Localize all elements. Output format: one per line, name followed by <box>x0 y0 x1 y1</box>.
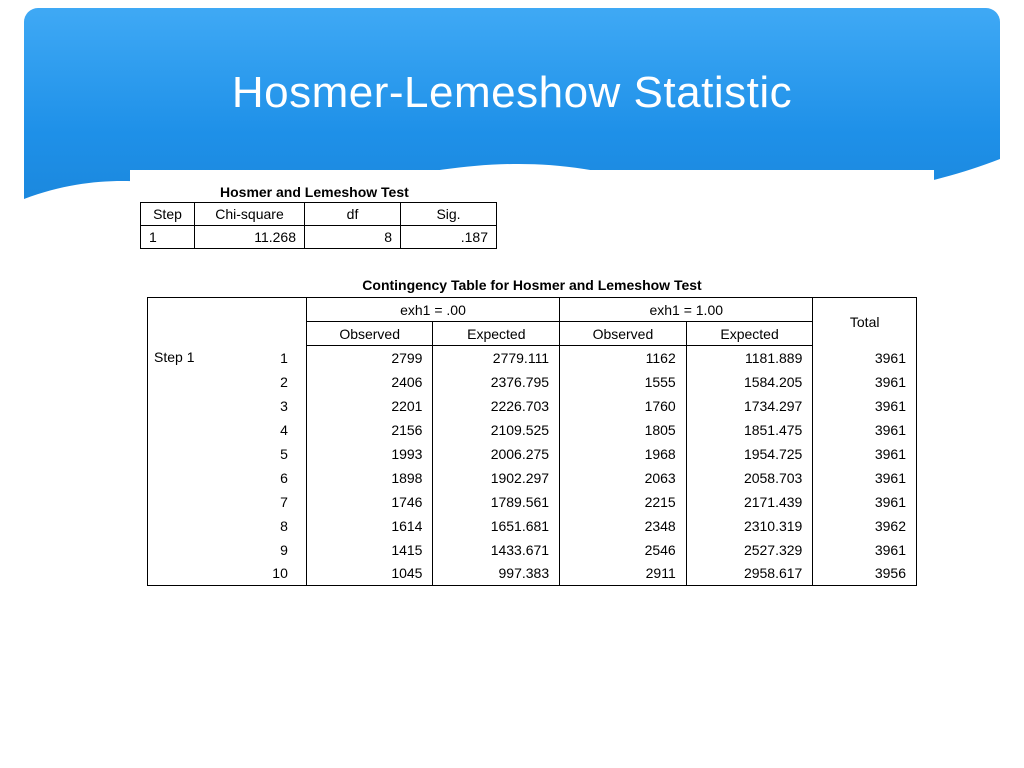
header-blank <box>148 298 307 346</box>
table-row: 618981902.29720632058.7033961 <box>148 466 917 490</box>
cell-expected-1: 1954.725 <box>686 442 813 466</box>
table-header-row: exh1 = .00 exh1 = 1.00 Total <box>148 298 917 322</box>
cell-total: 3961 <box>813 418 917 442</box>
cell-observed-1: 2215 <box>560 490 687 514</box>
cell-step: 1 <box>141 226 195 249</box>
cell-observed-0: 2201 <box>306 394 433 418</box>
cell-total: 3961 <box>813 466 917 490</box>
cell-total: 3956 <box>813 562 917 586</box>
header-observed-0: Observed <box>306 322 433 346</box>
cell-observed-1: 1162 <box>560 346 687 370</box>
cell-total: 3962 <box>813 514 917 538</box>
col-step: Step <box>141 203 195 226</box>
table-row: 914151433.67125462527.3293961 <box>148 538 917 562</box>
cell-observed-1: 1968 <box>560 442 687 466</box>
table-row: 1 11.268 8 .187 <box>141 226 497 249</box>
table-row: 717461789.56122152171.4393961 <box>148 490 917 514</box>
content-area: Hosmer and Lemeshow Test Step Chi-square… <box>130 170 934 586</box>
header-total: Total <box>813 298 917 346</box>
row-number: 8 <box>240 514 307 538</box>
slide: Hosmer-Lemeshow Statistic Hosmer and Lem… <box>0 0 1024 768</box>
row-number: 4 <box>240 418 307 442</box>
step-label: Step 1 <box>148 346 240 586</box>
row-number: 5 <box>240 442 307 466</box>
cell-expected-0: 2779.111 <box>433 346 560 370</box>
cell-observed-1: 1805 <box>560 418 687 442</box>
cell-expected-0: 997.383 <box>433 562 560 586</box>
cell-expected-0: 1789.561 <box>433 490 560 514</box>
header-group-0: exh1 = .00 <box>306 298 559 322</box>
cell-observed-0: 2156 <box>306 418 433 442</box>
table-row: 322012226.70317601734.2973961 <box>148 394 917 418</box>
cell-expected-0: 2109.525 <box>433 418 560 442</box>
cell-expected-1: 2171.439 <box>686 490 813 514</box>
slide-title: Hosmer-Lemeshow Statistic <box>24 68 1000 118</box>
cell-expected-1: 1734.297 <box>686 394 813 418</box>
cell-observed-0: 2799 <box>306 346 433 370</box>
header-observed-1: Observed <box>560 322 687 346</box>
col-df: df <box>305 203 401 226</box>
cell-sig: .187 <box>401 226 497 249</box>
table-header-row: Step Chi-square df Sig. <box>141 203 497 226</box>
cell-observed-0: 1993 <box>306 442 433 466</box>
cell-expected-1: 2310.319 <box>686 514 813 538</box>
cell-total: 3961 <box>813 442 917 466</box>
row-number: 9 <box>240 538 307 562</box>
row-number: 3 <box>240 394 307 418</box>
cell-expected-0: 1902.297 <box>433 466 560 490</box>
cell-expected-1: 2527.329 <box>686 538 813 562</box>
table-row: 224062376.79515551584.2053961 <box>148 370 917 394</box>
cell-observed-1: 2911 <box>560 562 687 586</box>
contingency-table: exh1 = .00 exh1 = 1.00 Total Observed Ex… <box>147 297 917 586</box>
cell-observed-1: 2063 <box>560 466 687 490</box>
cell-df: 8 <box>305 226 401 249</box>
table-row: Step 1127992779.11111621181.8893961 <box>148 346 917 370</box>
cell-chi-square: 11.268 <box>195 226 305 249</box>
table-row: 421562109.52518051851.4753961 <box>148 418 917 442</box>
cell-observed-1: 2546 <box>560 538 687 562</box>
hl-test-table: Step Chi-square df Sig. 1 11.268 8 .187 <box>140 202 497 249</box>
header-expected-0: Expected <box>433 322 560 346</box>
col-chi-square: Chi-square <box>195 203 305 226</box>
cell-expected-0: 2226.703 <box>433 394 560 418</box>
row-number: 10 <box>240 562 307 586</box>
cell-expected-0: 1433.671 <box>433 538 560 562</box>
cell-observed-1: 1555 <box>560 370 687 394</box>
row-number: 7 <box>240 490 307 514</box>
cell-expected-0: 1651.681 <box>433 514 560 538</box>
cell-expected-0: 2006.275 <box>433 442 560 466</box>
row-number: 6 <box>240 466 307 490</box>
cell-total: 3961 <box>813 490 917 514</box>
cell-observed-1: 2348 <box>560 514 687 538</box>
cell-observed-0: 1746 <box>306 490 433 514</box>
cell-total: 3961 <box>813 370 917 394</box>
cell-total: 3961 <box>813 538 917 562</box>
cell-observed-0: 1898 <box>306 466 433 490</box>
table-row: 519932006.27519681954.7253961 <box>148 442 917 466</box>
cell-total: 3961 <box>813 394 917 418</box>
cell-expected-1: 1181.889 <box>686 346 813 370</box>
cell-expected-1: 1851.475 <box>686 418 813 442</box>
cell-expected-1: 2958.617 <box>686 562 813 586</box>
hl-test-title: Hosmer and Lemeshow Test <box>220 184 934 200</box>
row-number: 2 <box>240 370 307 394</box>
cell-expected-1: 2058.703 <box>686 466 813 490</box>
header-group-1: exh1 = 1.00 <box>560 298 813 322</box>
header-expected-1: Expected <box>686 322 813 346</box>
cell-total: 3961 <box>813 346 917 370</box>
table-row: 101045997.38329112958.6173956 <box>148 562 917 586</box>
cell-observed-1: 1760 <box>560 394 687 418</box>
col-sig: Sig. <box>401 203 497 226</box>
cell-observed-0: 1415 <box>306 538 433 562</box>
cell-observed-0: 1045 <box>306 562 433 586</box>
contingency-title: Contingency Table for Hosmer and Lemesho… <box>130 277 934 293</box>
row-number: 1 <box>240 346 307 370</box>
cell-expected-0: 2376.795 <box>433 370 560 394</box>
table-row: 816141651.68123482310.3193962 <box>148 514 917 538</box>
cell-expected-1: 1584.205 <box>686 370 813 394</box>
cell-observed-0: 1614 <box>306 514 433 538</box>
cell-observed-0: 2406 <box>306 370 433 394</box>
